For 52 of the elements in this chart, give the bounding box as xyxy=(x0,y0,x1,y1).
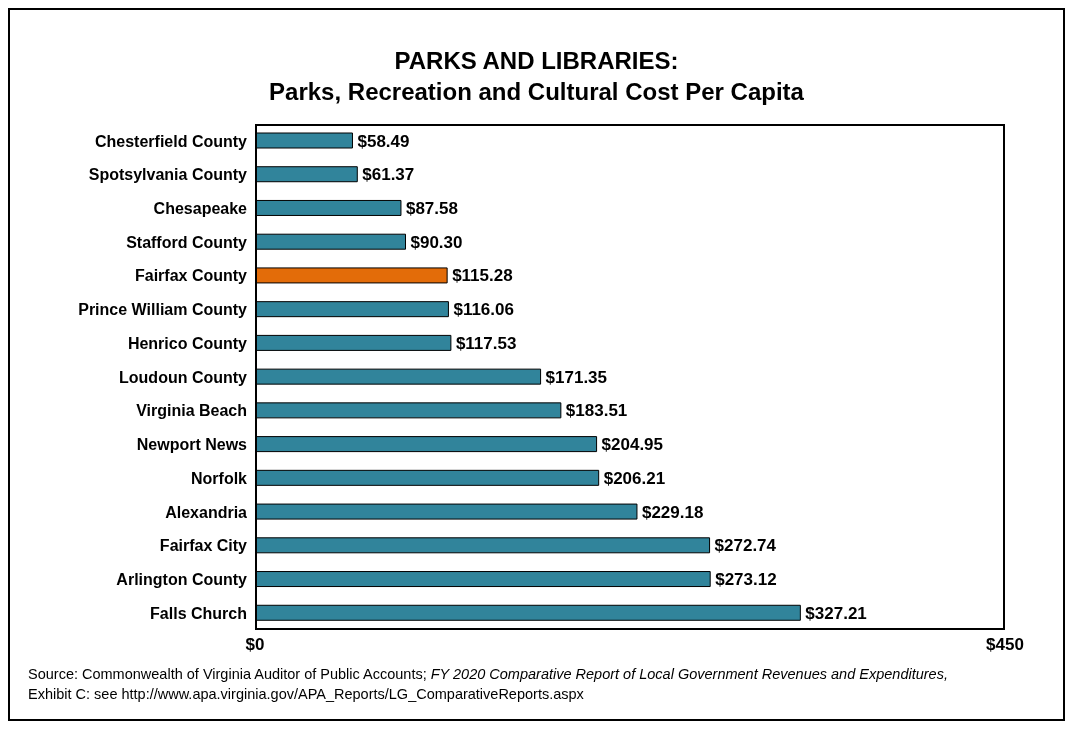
data-label: $87.58 xyxy=(405,199,458,218)
y-tick-label: Falls Church xyxy=(150,604,247,622)
bar xyxy=(255,503,638,520)
y-tick-label: Loudoun County xyxy=(119,368,248,386)
data-label: $90.30 xyxy=(410,232,463,252)
y-tick-label: Fairfax City xyxy=(159,537,248,555)
data-label: $183.51 xyxy=(565,401,628,421)
bar xyxy=(255,368,542,385)
data-label: $229.18 xyxy=(641,502,704,522)
bar xyxy=(255,537,711,554)
text: Exhibit C: see http://www.apa.virginia.gov/APA_Reports/LG_ComparativeReports.aspx xyxy=(28,685,585,704)
y-tick-label: Henrico County xyxy=(127,334,248,352)
bar xyxy=(255,334,452,351)
y-tick-label: Chesterfield County xyxy=(94,132,248,150)
data-label: $58.49 xyxy=(357,131,410,151)
text: FY 2020 Comparative Report of Local Government Revenues and Expenditures, xyxy=(430,666,948,682)
data-label: $204.95 xyxy=(601,435,664,455)
y-tick-label: Stafford County xyxy=(126,233,248,251)
y-tick-label: Fairfax County xyxy=(134,267,248,285)
bar xyxy=(255,436,598,453)
bar xyxy=(255,469,600,486)
data-label: $115.28 xyxy=(452,266,513,286)
y-tick-label: Prince William County xyxy=(78,301,248,319)
bar xyxy=(255,233,406,250)
data-label: $117.53 xyxy=(455,333,517,353)
bar xyxy=(255,571,711,588)
chart-title: PARKS AND LIBRARIES: xyxy=(393,46,680,76)
data-label: $206.21 xyxy=(603,468,666,488)
bar xyxy=(255,132,353,149)
data-label: $116.06 xyxy=(453,300,514,320)
bar xyxy=(255,301,449,318)
y-tick-label: Chesapeake xyxy=(153,200,248,218)
data-label: $327.21 xyxy=(805,603,867,623)
y-tick-label: Norfolk xyxy=(191,469,248,487)
source-note: Source: Commonwealth of Virginia Auditor of Public Accounts; xyxy=(28,666,428,682)
bar xyxy=(255,166,358,183)
data-label: $272.74 xyxy=(714,536,777,556)
bar xyxy=(255,402,562,419)
bar xyxy=(255,267,448,284)
x-tick-label: $0 xyxy=(245,635,265,655)
data-label: $61.37 xyxy=(362,165,415,185)
bar xyxy=(255,199,402,216)
y-tick-label: Virginia Beach xyxy=(136,402,247,420)
y-tick-label: Arlington County xyxy=(116,571,248,589)
y-tick-label: Newport News xyxy=(136,436,248,454)
bar xyxy=(255,604,801,621)
chart-subtitle: Parks, Recreation and Cultural Cost Per Capita xyxy=(268,77,805,107)
y-tick-label: Spotsylvania County xyxy=(88,166,248,184)
data-label: $171.35 xyxy=(545,367,608,387)
y-tick-label: Alexandria xyxy=(165,503,248,521)
data-label: $273.12 xyxy=(715,570,777,590)
x-tick-label: $450 xyxy=(986,635,1024,655)
